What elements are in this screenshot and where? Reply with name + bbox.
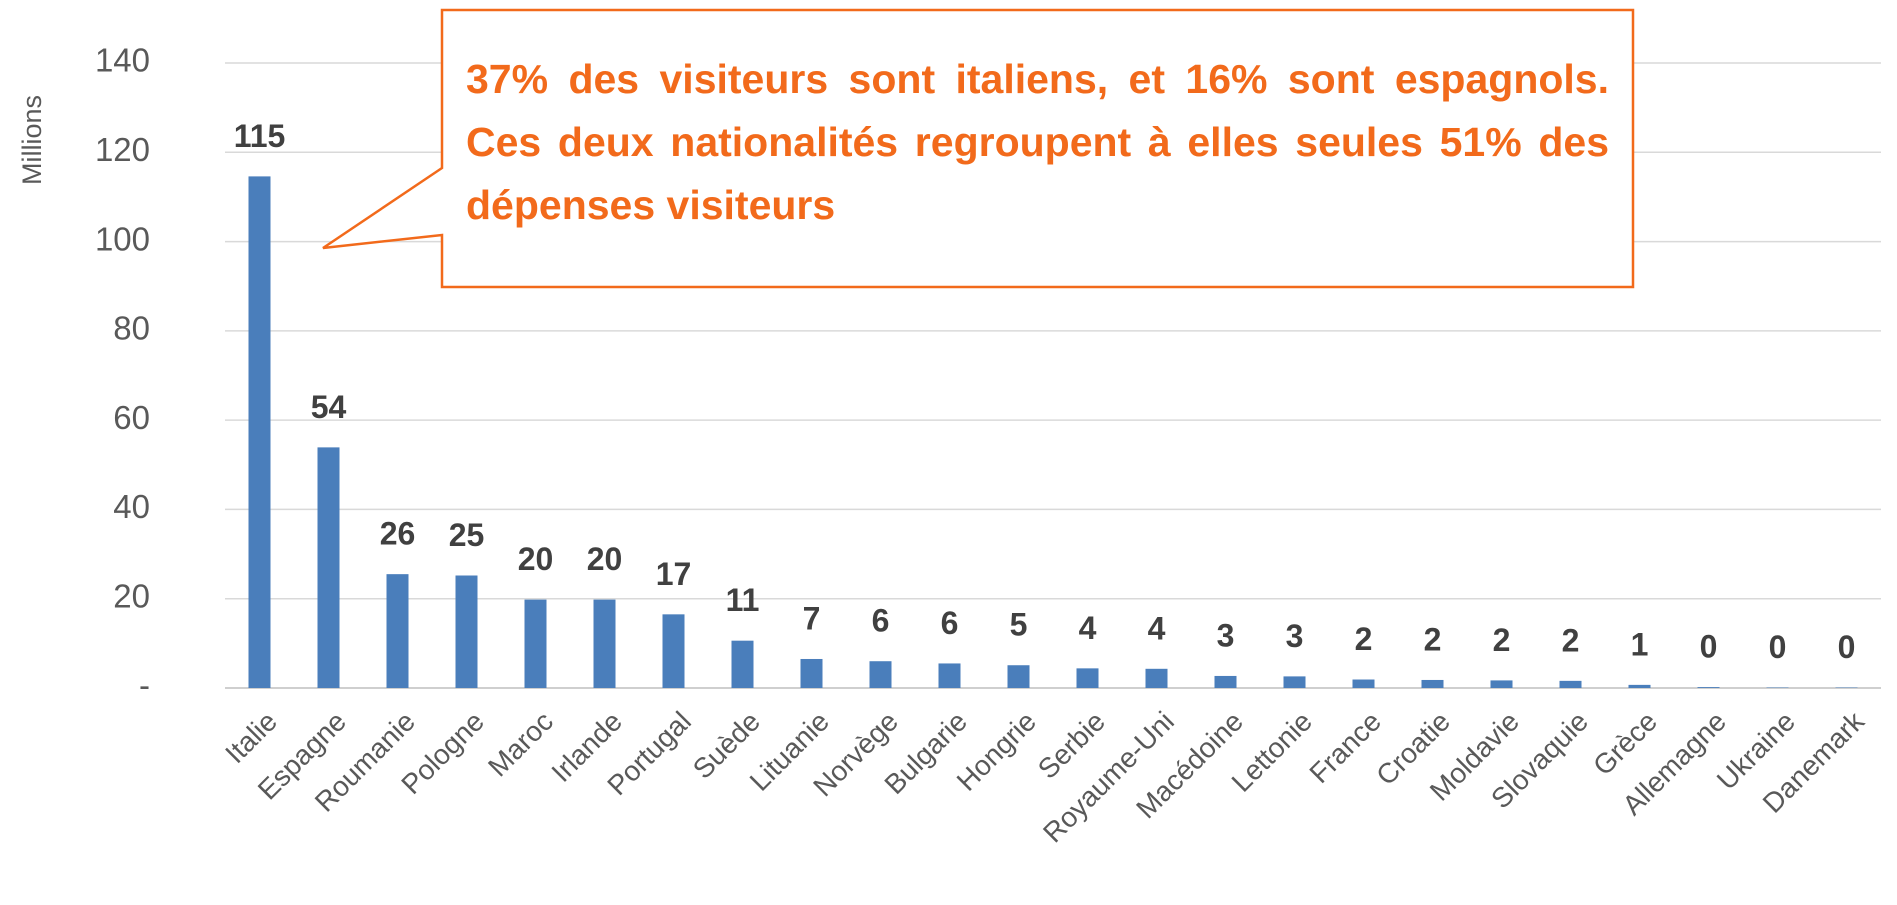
bar (1697, 687, 1720, 688)
y-tick-label: 120 (95, 131, 150, 168)
y-tick-label: 100 (95, 220, 150, 257)
data-label: 1 (1631, 626, 1649, 662)
y-tick-label: 60 (113, 399, 150, 436)
bar (1421, 679, 1444, 688)
bar (938, 663, 961, 688)
data-label: 3 (1286, 618, 1304, 654)
data-label: 3 (1217, 617, 1235, 653)
bar (1283, 676, 1306, 688)
data-label: 2 (1562, 622, 1580, 658)
bar (1559, 680, 1582, 688)
data-label: 26 (380, 516, 416, 552)
bar (731, 640, 754, 688)
data-label: 7 (803, 600, 821, 636)
y-tick-label: 20 (113, 577, 150, 614)
data-label: 0 (1700, 629, 1718, 665)
bar (524, 599, 547, 688)
data-label: 5 (1010, 607, 1028, 643)
data-label: 2 (1424, 621, 1442, 657)
data-label: 54 (311, 389, 347, 425)
bar (869, 661, 892, 688)
data-label: 4 (1148, 610, 1166, 646)
bar (1076, 668, 1099, 688)
data-label: 17 (656, 556, 692, 592)
data-label: 6 (872, 603, 890, 639)
bar (1214, 675, 1237, 688)
bar (593, 599, 616, 688)
data-label: 4 (1079, 610, 1097, 646)
x-tick-label: Maroc (482, 706, 559, 783)
x-tick-label: Italie (219, 706, 283, 770)
data-label: 0 (1838, 629, 1856, 665)
bar (317, 447, 340, 688)
data-label: 115 (234, 118, 286, 154)
data-label: 2 (1355, 621, 1373, 657)
bar (1628, 684, 1651, 688)
bar (1145, 668, 1168, 688)
y-tick-label: - (139, 667, 150, 704)
y-tick-label: 80 (113, 310, 150, 347)
bar (386, 574, 409, 688)
bar (1490, 680, 1513, 688)
bar (662, 614, 685, 688)
data-label: 25 (449, 517, 485, 553)
y-tick-label: 40 (113, 488, 150, 525)
y-tick-label: 140 (95, 42, 150, 79)
bar (1352, 679, 1375, 688)
bar (800, 658, 823, 688)
bar (248, 176, 271, 688)
x-tick-label: France (1303, 706, 1387, 790)
bar (455, 575, 478, 688)
data-label: 0 (1769, 629, 1787, 665)
data-label: 2 (1493, 622, 1511, 658)
data-label: 20 (587, 541, 623, 577)
y-axis-label: Millions (17, 95, 47, 185)
data-label: 6 (941, 605, 959, 641)
annotation: 37% des visiteurs sont italiens, et 16% … (466, 56, 1609, 228)
data-label: 11 (726, 582, 760, 618)
data-label: 20 (518, 541, 554, 577)
bar (1007, 665, 1030, 688)
